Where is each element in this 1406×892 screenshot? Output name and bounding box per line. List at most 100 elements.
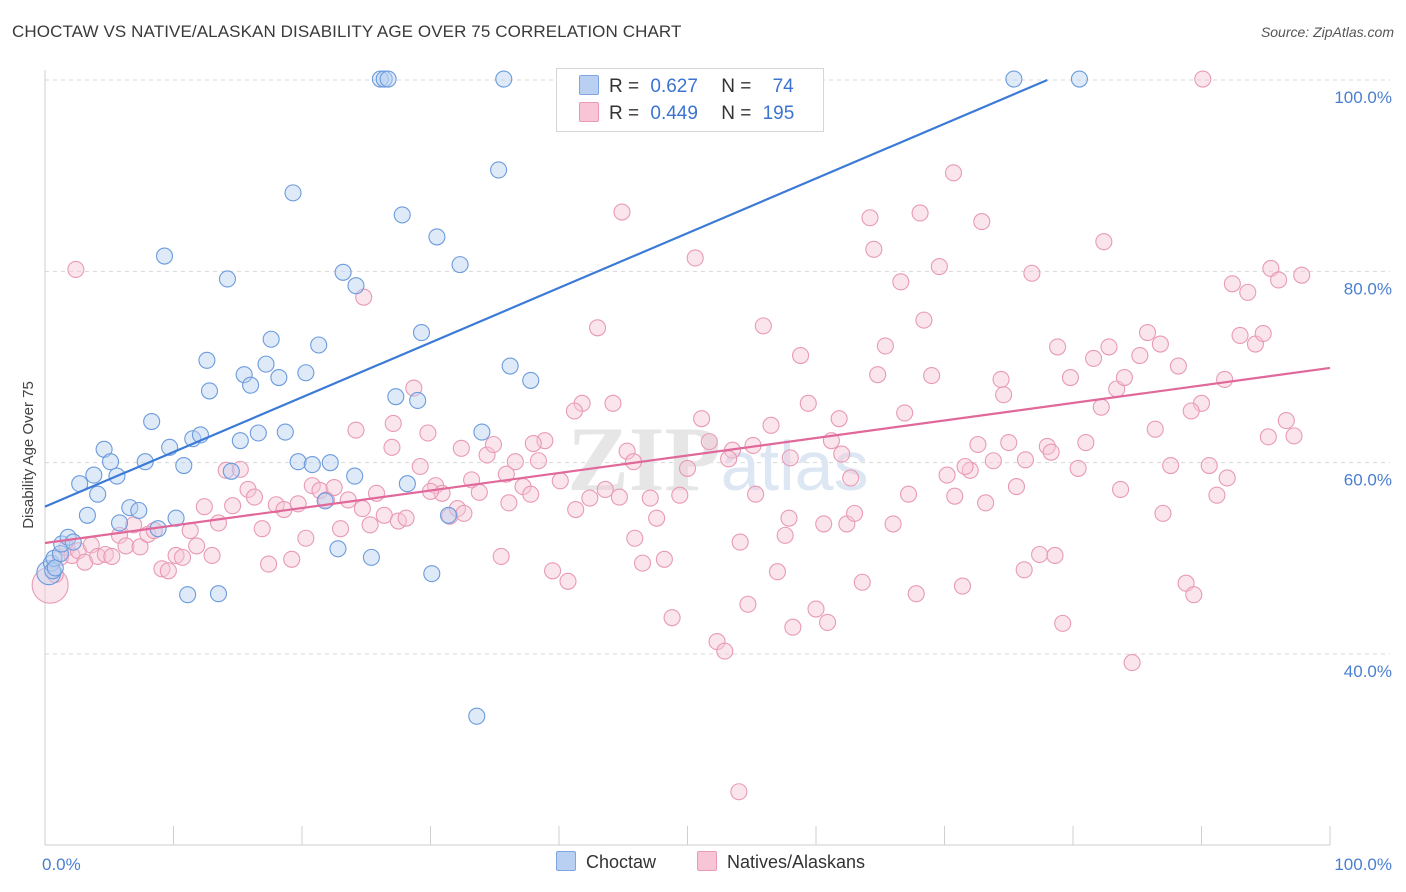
- data-point: [423, 565, 441, 583]
- data-point: [470, 483, 488, 501]
- data-point: [103, 547, 121, 565]
- data-point: [473, 423, 491, 441]
- data-point: [484, 435, 503, 454]
- data-point: [1095, 233, 1113, 251]
- data-point: [209, 585, 228, 603]
- y-tick-label: 60.0%: [1344, 471, 1392, 490]
- data-point: [452, 439, 470, 457]
- legend-row-natives: R = 0.449 N = 195: [579, 102, 794, 126]
- x-tick-label: 0.0%: [42, 855, 81, 874]
- data-point: [1223, 275, 1241, 293]
- data-point: [973, 213, 991, 231]
- data-point: [362, 548, 380, 566]
- data-point: [730, 783, 748, 801]
- data-point: [198, 351, 216, 369]
- data-point: [117, 537, 135, 555]
- data-point: [217, 461, 235, 479]
- legend-r-label: R =: [609, 103, 640, 124]
- data-point: [497, 465, 515, 483]
- data-point: [956, 457, 974, 476]
- data-point: [618, 442, 636, 460]
- data-point: [1005, 70, 1023, 88]
- data-point: [347, 421, 365, 439]
- x-tick-label: 100.0%: [1334, 855, 1392, 874]
- data-point: [626, 529, 644, 547]
- data-point: [754, 317, 772, 335]
- data-point: [1285, 427, 1303, 445]
- legend-r-value: 0.627: [650, 76, 698, 97]
- y-tick-label: 80.0%: [1344, 279, 1392, 298]
- legend-n-label: N =: [721, 103, 752, 124]
- data-point: [581, 489, 599, 507]
- data-point: [96, 545, 114, 564]
- data-point: [393, 206, 411, 224]
- data-point: [1254, 324, 1272, 343]
- data-point: [792, 346, 810, 365]
- data-point: [260, 555, 278, 573]
- data-point: [297, 364, 315, 382]
- data-point: [604, 394, 622, 412]
- data-point: [253, 520, 271, 538]
- data-point: [203, 546, 221, 565]
- data-point: [1100, 338, 1118, 356]
- data-point: [529, 452, 547, 470]
- legend-item-choctaw[interactable]: Choctaw: [556, 851, 656, 873]
- y-tick-label: 40.0%: [1344, 662, 1392, 681]
- data-point: [1138, 324, 1157, 342]
- data-point: [613, 203, 631, 221]
- data-point: [1231, 326, 1249, 344]
- data-point: [896, 404, 914, 422]
- data-point: [1216, 370, 1234, 388]
- data-point: [969, 435, 987, 454]
- legend-label: Natives/Alaskans: [727, 852, 866, 872]
- data-point: [1000, 434, 1018, 452]
- data-point: [953, 577, 972, 595]
- data-point: [101, 453, 120, 471]
- data-point: [671, 486, 689, 504]
- choctaw-swatch: [556, 851, 576, 871]
- data-point: [506, 453, 524, 471]
- data-point: [544, 562, 562, 580]
- legend-item-natives[interactable]: Natives/Alaskans: [697, 851, 865, 873]
- data-point: [303, 456, 321, 474]
- data-point: [524, 434, 542, 453]
- data-point: [131, 538, 149, 556]
- data-point: [439, 506, 458, 524]
- data-point: [329, 540, 347, 558]
- data-point: [768, 563, 787, 581]
- data-point: [468, 707, 486, 725]
- data-point: [799, 394, 817, 412]
- natives-alaskans-points: [31, 70, 1311, 801]
- y-tick-label: 100.0%: [1334, 88, 1392, 107]
- data-point: [412, 324, 431, 342]
- watermark: ZIPatlas: [567, 408, 868, 510]
- data-point: [110, 514, 129, 532]
- data-point: [200, 382, 219, 400]
- legend-r-label: R =: [609, 76, 640, 97]
- data-point: [1069, 459, 1087, 477]
- legend-row-choctaw: R = 0.627 N = 74: [579, 75, 794, 99]
- data-point: [865, 240, 883, 258]
- data-point: [588, 319, 607, 337]
- data-point: [747, 485, 765, 503]
- data-point: [930, 257, 948, 276]
- data-point: [944, 164, 963, 182]
- data-point: [353, 500, 371, 518]
- data-point: [231, 432, 249, 450]
- tick-labels: 40.0% 60.0% 80.0% 100.0% 0.0% 100.0%: [42, 88, 1392, 874]
- data-point: [1085, 349, 1103, 367]
- data-point: [270, 368, 288, 387]
- trend-lines: [44, 78, 1331, 545]
- data-point: [85, 466, 103, 484]
- data-point: [884, 515, 902, 533]
- data-point: [776, 526, 794, 544]
- data-point: [842, 469, 860, 487]
- data-point: [1061, 368, 1079, 387]
- data-point: [361, 516, 379, 534]
- data-point: [977, 494, 995, 512]
- data-point: [44, 562, 62, 580]
- data-point: [915, 311, 933, 329]
- data-point: [321, 454, 339, 472]
- data-point: [1092, 398, 1110, 416]
- data-point: [693, 410, 711, 428]
